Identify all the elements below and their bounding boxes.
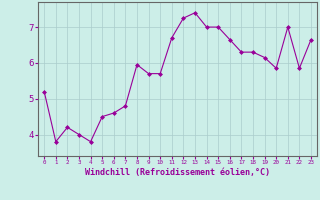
- X-axis label: Windchill (Refroidissement éolien,°C): Windchill (Refroidissement éolien,°C): [85, 168, 270, 177]
